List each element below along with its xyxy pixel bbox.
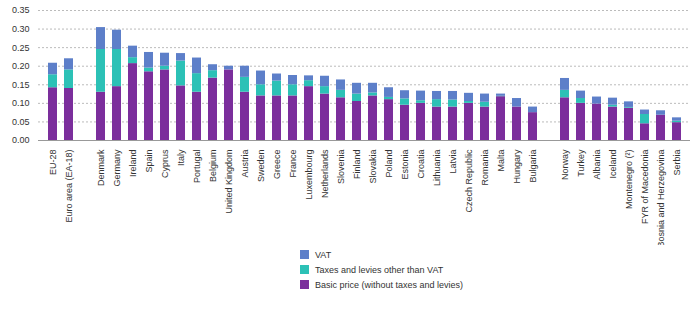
svg-text:Estonia: Estonia <box>400 150 410 180</box>
svg-text:Bulgaria: Bulgaria <box>528 150 538 183</box>
svg-text:Montenegro (²): Montenegro (²) <box>624 150 634 210</box>
svg-text:0.20: 0.20 <box>12 61 30 71</box>
svg-text:Romania: Romania <box>480 150 490 186</box>
svg-text:0.25: 0.25 <box>12 43 30 53</box>
svg-text:0.15: 0.15 <box>12 80 30 90</box>
svg-text:Poland: Poland <box>384 150 394 178</box>
svg-text:Latvia: Latvia <box>448 150 458 174</box>
svg-text:0.10: 0.10 <box>12 98 30 108</box>
svg-text:Malta: Malta <box>496 150 506 172</box>
svg-text:Italy: Italy <box>176 149 186 166</box>
svg-text:Greece: Greece <box>272 150 282 180</box>
svg-text:Spain: Spain <box>144 150 154 173</box>
svg-text:Belgium: Belgium <box>208 150 218 183</box>
html-text:VAT: VAT <box>315 249 332 260</box>
svg-text:0.05: 0.05 <box>12 117 30 127</box>
svg-text:France: France <box>288 150 298 178</box>
svg-text:Slovenia: Slovenia <box>336 150 346 185</box>
svg-text:0.35: 0.35 <box>12 5 30 15</box>
svg-text:Denmark: Denmark <box>96 149 106 186</box>
svg-text:FYR of Macedonia: FYR of Macedonia <box>640 150 650 225</box>
svg-text:Finland: Finland <box>352 150 362 180</box>
svg-text:Turkey: Turkey <box>576 149 586 177</box>
svg-text:Slovakia: Slovakia <box>368 150 378 184</box>
svg-text:Iceland: Iceland <box>608 150 618 179</box>
svg-text:Albania: Albania <box>592 150 602 180</box>
svg-text:Cyprus: Cyprus <box>160 149 170 178</box>
svg-text:Ireland: Ireland <box>128 150 138 178</box>
svg-text:Norway: Norway <box>560 149 570 180</box>
svg-text:Euro area (EA-18): Euro area (EA-18) <box>64 150 74 223</box>
html-text:Basic price (without taxes and: Basic price (without taxes and levies) <box>315 279 464 290</box>
svg-text:Croatia: Croatia <box>416 150 426 179</box>
html-text:Taxes and levies other than VA: Taxes and levies other than VAT <box>315 264 444 275</box>
svg-text:Netherlands: Netherlands <box>320 149 330 198</box>
svg-text:Luxembourg: Luxembourg <box>304 150 314 200</box>
svg-text:Germany: Germany <box>112 149 122 187</box>
svg-text:Portugal: Portugal <box>192 150 202 184</box>
svg-text:0.00: 0.00 <box>12 135 30 145</box>
svg-text:Bosnia and Herzegovina: Bosnia and Herzegovina <box>656 150 666 246</box>
svg-text:Hungary: Hungary <box>512 149 522 184</box>
svg-text:Austria: Austria <box>240 150 250 178</box>
svg-text:EU-28: EU-28 <box>48 150 58 176</box>
svg-text:0.30: 0.30 <box>12 24 30 34</box>
svg-text:Serbia: Serbia <box>672 150 682 176</box>
svg-text:United Kingdom: United Kingdom <box>224 150 234 214</box>
svg-text:Sweden: Sweden <box>256 150 266 183</box>
svg-text:Lithuania: Lithuania <box>432 150 442 187</box>
svg-text:Czech Republic: Czech Republic <box>464 149 474 213</box>
